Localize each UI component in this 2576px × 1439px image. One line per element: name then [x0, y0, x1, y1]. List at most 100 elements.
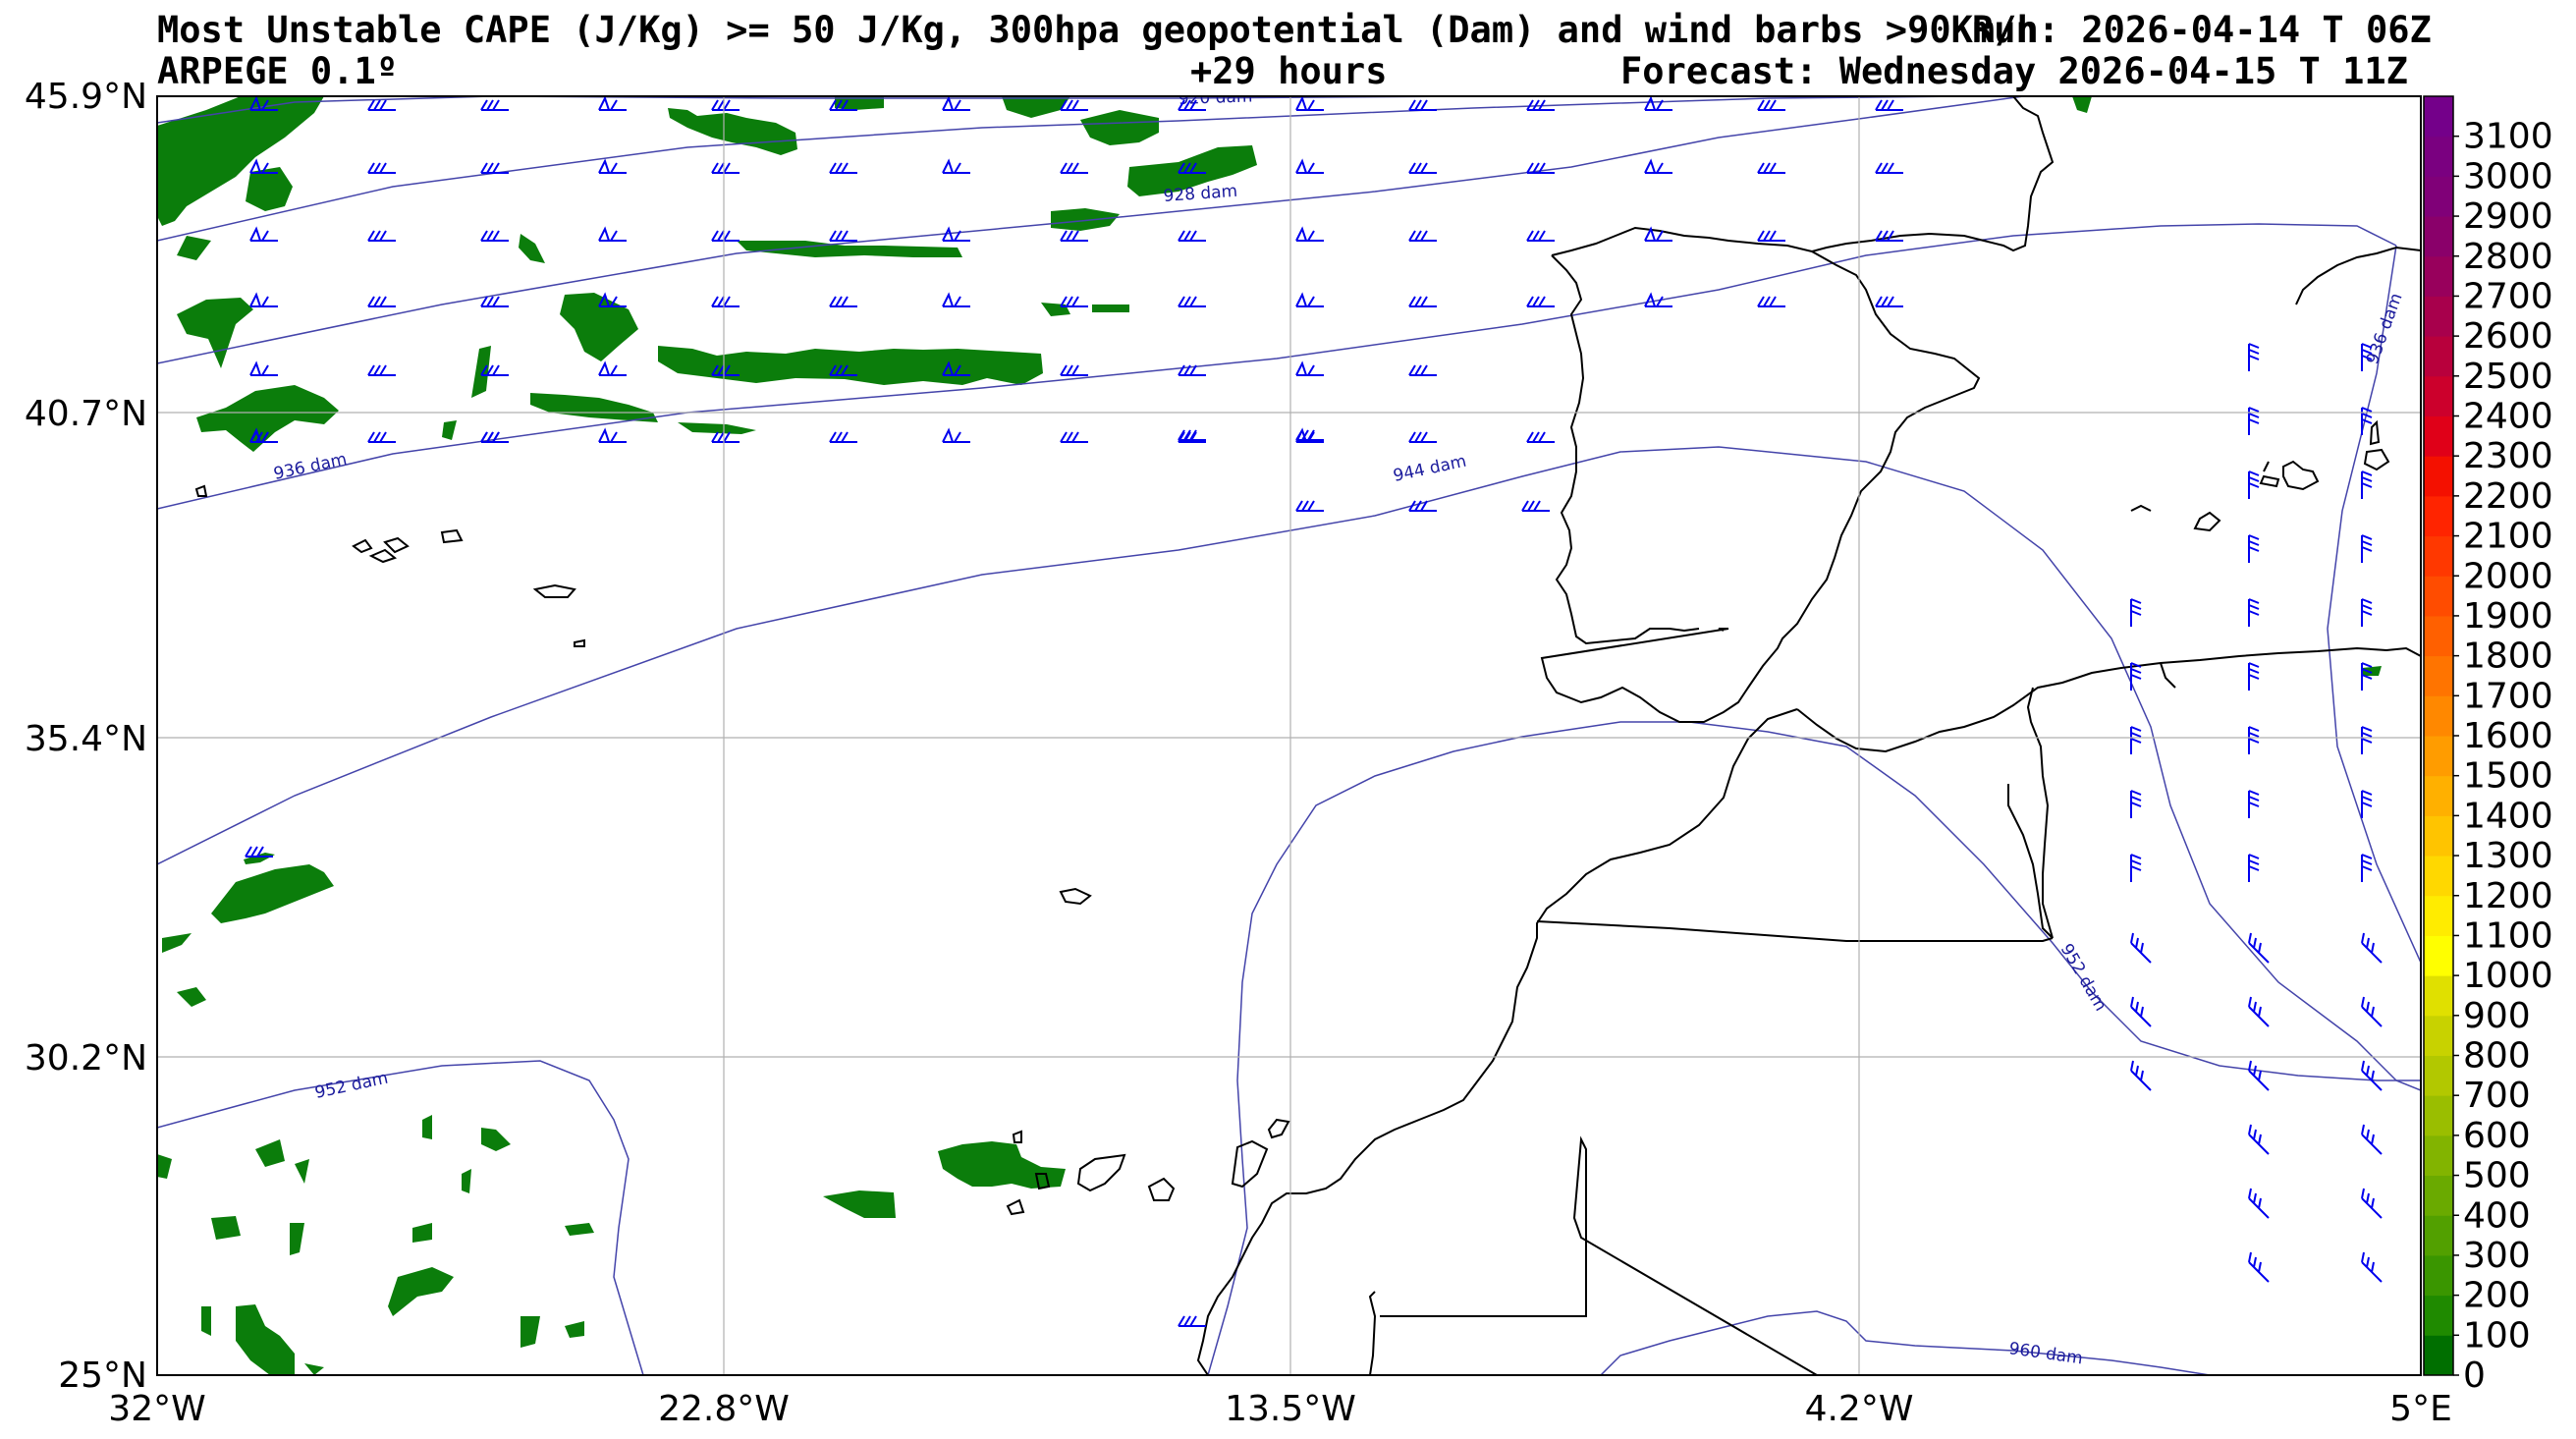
lat-tick-label: 35.4°N	[25, 719, 147, 759]
wind-barb-stroke	[1408, 162, 1437, 174]
wind-barb-icon	[1875, 296, 1903, 307]
colorbar-label: 800	[2463, 1036, 2531, 1077]
wind-barb-stroke	[2361, 662, 2373, 691]
wind-barb-icon	[2130, 598, 2142, 627]
colorbar-segment	[2424, 655, 2453, 696]
wind-barb-icon	[2248, 854, 2260, 882]
lon-tick-label: 13.5°W	[1225, 1389, 1356, 1429]
wind-barb-stroke	[2130, 854, 2142, 882]
wind-barb-stroke	[1875, 99, 1903, 111]
wind-barb-icon	[1408, 431, 1437, 443]
wind-barb-icon	[2361, 996, 2383, 1027]
wind-barb-icon	[1526, 99, 1555, 111]
wind-barb-icon	[249, 158, 278, 174]
wind-barb-stroke	[2248, 790, 2260, 818]
gridlines	[157, 96, 2421, 1375]
colorbar-segment	[2424, 255, 2453, 297]
wind-barb-stroke	[2361, 534, 2373, 563]
colorbar-segment	[2424, 775, 2453, 816]
wind-barb-stroke	[1295, 429, 1324, 441]
wind-barb-stroke	[1526, 230, 1555, 242]
wind-barb-icon	[1060, 364, 1088, 376]
wind-barb-icon	[1408, 296, 1437, 307]
wind-barb-stroke	[711, 364, 740, 376]
wind-barb-stroke	[598, 360, 627, 376]
wind-barb-stroke	[1408, 364, 1437, 376]
wind-barb-icon	[1060, 230, 1088, 242]
colorbar-label: 1700	[2463, 676, 2553, 716]
wind-barb-stroke	[829, 230, 857, 242]
wind-barb-stroke	[2248, 996, 2270, 1027]
wind-barb-icon	[711, 364, 740, 376]
wind-barb-stroke	[1295, 158, 1324, 174]
wind-barb-icon	[1644, 292, 1672, 307]
colorbar-label: 2400	[2463, 397, 2553, 437]
wind-barb-icon	[1875, 162, 1903, 174]
wind-barb-icon	[2248, 1060, 2270, 1091]
lat-tick-label: 25°N	[58, 1356, 147, 1396]
plot-area	[157, 96, 2421, 1375]
wind-barb-icon	[829, 296, 857, 307]
wind-barb-stroke	[942, 226, 970, 242]
colorbar-segment	[2424, 296, 2453, 337]
wind-barb-icon	[2248, 996, 2270, 1027]
wind-barb-icon	[2361, 662, 2373, 691]
wind-barb-stroke	[598, 96, 627, 111]
wind-barb-icon	[2248, 1251, 2270, 1283]
wind-barb-stroke	[1644, 226, 1672, 242]
colorbar-label: 1200	[2463, 876, 2553, 916]
colorbar-label: 500	[2463, 1156, 2531, 1196]
wind-barb-stroke	[1757, 99, 1785, 111]
wind-barb-icon	[1178, 230, 1206, 242]
wind-barb-stroke	[1178, 230, 1206, 242]
wind-barb-stroke	[1295, 96, 1324, 111]
wind-barb-icon	[1644, 226, 1672, 242]
wind-barb-icon	[1178, 364, 1206, 376]
colorbar-segment	[2424, 375, 2453, 416]
wind-barb-icon	[942, 158, 970, 174]
colorbar-label: 700	[2463, 1076, 2531, 1116]
colorbar-label: 2700	[2463, 276, 2553, 316]
colorbar-label: 2100	[2463, 517, 2553, 557]
wind-barb-icon	[1408, 500, 1437, 512]
wind-barb-stroke	[1178, 431, 1206, 443]
wind-barb-icon	[2248, 534, 2260, 563]
wind-barb-icon	[2361, 726, 2373, 754]
wind-barb-icon	[1644, 96, 1672, 111]
model-name: ARPEGE 0.1º	[157, 50, 399, 92]
wind-barb-stroke	[1526, 99, 1555, 111]
wind-barb-stroke	[2130, 598, 2142, 627]
wind-barb-stroke	[2248, 598, 2260, 627]
colorbar-segment	[2424, 456, 2453, 497]
wind-barb-stroke	[1875, 230, 1903, 242]
wind-barb-stroke	[1875, 162, 1903, 174]
wind-barb-stroke	[1757, 162, 1785, 174]
wind-barb-icon	[249, 292, 278, 307]
lon-tick-label: 4.2°W	[1805, 1389, 1914, 1429]
lead-time: +29 hours	[1190, 50, 1388, 92]
wind-barb-icon	[480, 431, 509, 443]
wind-barb-icon	[2248, 598, 2260, 627]
colorbar-segment	[2424, 615, 2453, 657]
wind-barb-icon	[1295, 500, 1324, 512]
colorbar: 0100200300400500600700800900100011001200…	[2423, 95, 2553, 1396]
wind-barb-stroke	[480, 162, 509, 174]
wind-barb-icon	[1526, 230, 1555, 242]
colorbar-segment	[2424, 576, 2453, 617]
wind-barb-stroke	[2361, 996, 2383, 1027]
colorbar-segment	[2424, 1135, 2453, 1177]
wind-barb-stroke	[2248, 407, 2260, 435]
wind-barb-stroke	[2130, 1060, 2152, 1091]
colorbar-label: 2000	[2463, 556, 2553, 596]
wind-barb-icon	[711, 431, 740, 443]
wind-barb-icon	[2130, 932, 2152, 964]
wind-barb-icon	[245, 846, 273, 858]
wind-barb-icon	[2361, 598, 2373, 627]
wind-barb-stroke	[711, 431, 740, 443]
wind-barb-stroke	[2361, 932, 2383, 964]
wind-barb-stroke	[367, 296, 396, 307]
wind-barb-stroke	[2248, 854, 2260, 882]
wind-barb-icon	[711, 230, 740, 242]
wind-barb-icon	[2130, 790, 2142, 818]
